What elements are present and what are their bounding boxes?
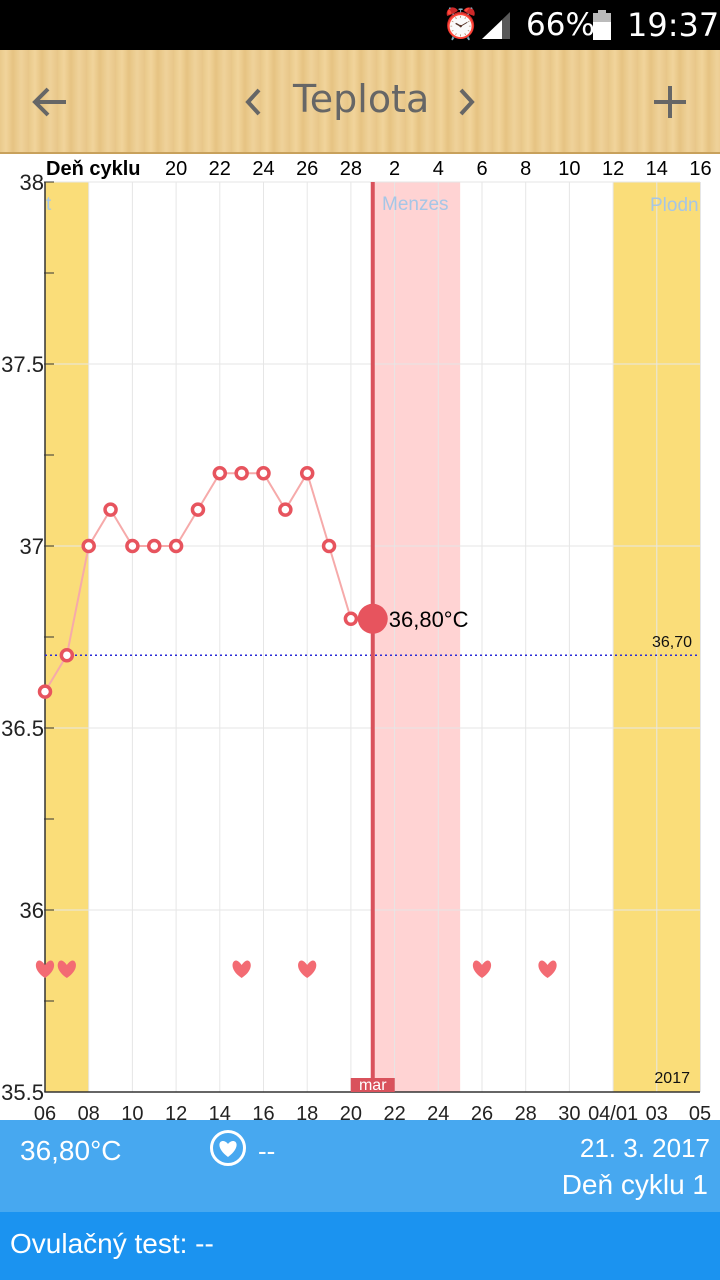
- temperature-point: [299, 465, 315, 481]
- bottom-tick-label: 10: [121, 1103, 143, 1120]
- bottom-tick-label: 14: [209, 1103, 231, 1120]
- info-bar: 36,80°C -- 21. 3. 2017 Deň cyklu 1: [0, 1120, 720, 1212]
- month-label: mar: [359, 1077, 387, 1094]
- top-tick-label: 26: [296, 158, 318, 180]
- clock: 19:37: [627, 6, 720, 44]
- heart-marker: [57, 960, 76, 978]
- top-tick-label: 12: [602, 158, 624, 180]
- temperature-point: [103, 502, 118, 517]
- temperature-point: [147, 538, 162, 554]
- ovulation-test: Ovulačný test: --: [10, 1228, 214, 1259]
- coverline-label: 36,70: [652, 634, 692, 651]
- page-title: Teplota: [293, 77, 430, 121]
- temperature-point: [256, 465, 271, 481]
- bottom-tick-label: 28: [515, 1103, 537, 1120]
- bottom-tick-label: 26: [471, 1103, 493, 1120]
- bottom-tick-label: 16: [252, 1103, 274, 1120]
- temperature-point: [278, 502, 293, 517]
- top-tick-label: 2: [389, 158, 400, 180]
- temperature-point: [125, 538, 140, 554]
- top-tick-label: 8: [520, 158, 531, 180]
- battery-percent: 66%: [526, 7, 595, 43]
- bottom-tick-label: 05: [689, 1103, 711, 1120]
- top-tick-label: 20: [165, 158, 187, 180]
- temperature-point: [343, 611, 359, 627]
- band-label-fertile-right: Plodn: [650, 195, 699, 216]
- heart-icon[interactable]: [210, 1130, 246, 1166]
- temperature-point: [321, 538, 337, 554]
- chevron-left-icon[interactable]: [240, 84, 268, 120]
- bottom-tick-label: 22: [383, 1103, 405, 1120]
- heart-value: --: [258, 1136, 276, 1166]
- signal-icon: [482, 12, 510, 39]
- plus-icon[interactable]: [650, 82, 690, 122]
- top-tick-label: 14: [646, 158, 668, 180]
- temperature-point: [212, 465, 228, 481]
- status-bar: ⏰ 66% 19:37: [0, 0, 720, 50]
- temperature-point: [168, 538, 184, 554]
- selected-date: 21. 3. 2017: [579, 1133, 710, 1163]
- y-tick-label: 37.5: [1, 352, 44, 377]
- top-tick-label: 24: [252, 158, 274, 180]
- selected-point-label: 36,80°C: [389, 607, 469, 632]
- top-tick-label: 4: [433, 158, 444, 180]
- top-tick-label: 28: [340, 158, 362, 180]
- bottom-tick-label: 12: [165, 1103, 187, 1120]
- temperature-line: [44, 470, 373, 693]
- top-tick-label: 10: [558, 158, 580, 180]
- temperature-point: [81, 538, 96, 554]
- y-tick-label: 38: [20, 170, 44, 195]
- bottom-tick-label: 18: [296, 1103, 318, 1120]
- y-tick-label: 37: [20, 534, 44, 559]
- heart-marker: [232, 960, 251, 978]
- selected-temperature: 36,80°C: [20, 1135, 122, 1166]
- temperature-point: [37, 684, 53, 699]
- temperature-point: [234, 465, 249, 481]
- bottom-tick-label: 08: [78, 1103, 100, 1120]
- bottom-tick-label: 20: [340, 1103, 362, 1120]
- temperature-chart[interactable]: 38 37.5 37 36.5 36 35.5 Deň cyklu 20 22 24 26 28 2 4 6…: [0, 154, 720, 1120]
- temperature-point: [190, 502, 206, 517]
- bottom-tick-label: 30: [558, 1103, 580, 1120]
- y-tick-label: 36.5: [1, 716, 44, 741]
- ovulation-bar[interactable]: Ovulačný test: --: [0, 1212, 720, 1280]
- bottom-tick-label: 06: [34, 1103, 56, 1120]
- y-tick-label: 36: [20, 898, 44, 923]
- bottom-tick-label: 24: [427, 1103, 449, 1120]
- alarm-icon: ⏰: [442, 7, 480, 42]
- menses-band: [372, 182, 461, 1092]
- top-tick-label: 22: [209, 158, 231, 180]
- band-label-menses: Menzes: [382, 194, 449, 215]
- battery-icon: [592, 10, 612, 40]
- heart-marker: [538, 960, 557, 978]
- top-tick-label: 6: [476, 158, 487, 180]
- selected-point: [357, 603, 388, 634]
- toolbar: Teplota: [0, 50, 720, 154]
- bottom-tick-label: 03: [646, 1103, 668, 1120]
- bottom-tick-label: 04/01: [588, 1103, 638, 1120]
- band-label-fertile-left: t: [46, 194, 52, 215]
- year-label: 2017: [654, 1070, 690, 1087]
- arrow-left-icon[interactable]: [28, 80, 72, 124]
- heart-marker: [298, 960, 317, 978]
- top-axis-title: Deň cyklu: [46, 158, 140, 180]
- y-tick-label: 35.5: [1, 1080, 44, 1105]
- heart-marker: [472, 960, 492, 978]
- chevron-right-icon[interactable]: [452, 84, 480, 120]
- month-label-tab: [350, 1078, 395, 1092]
- cycle-day: Deň cyklu 1: [561, 1169, 708, 1200]
- heart-marker: [35, 960, 55, 978]
- temperature-point: [59, 647, 75, 663]
- top-tick-label: 16: [689, 158, 711, 180]
